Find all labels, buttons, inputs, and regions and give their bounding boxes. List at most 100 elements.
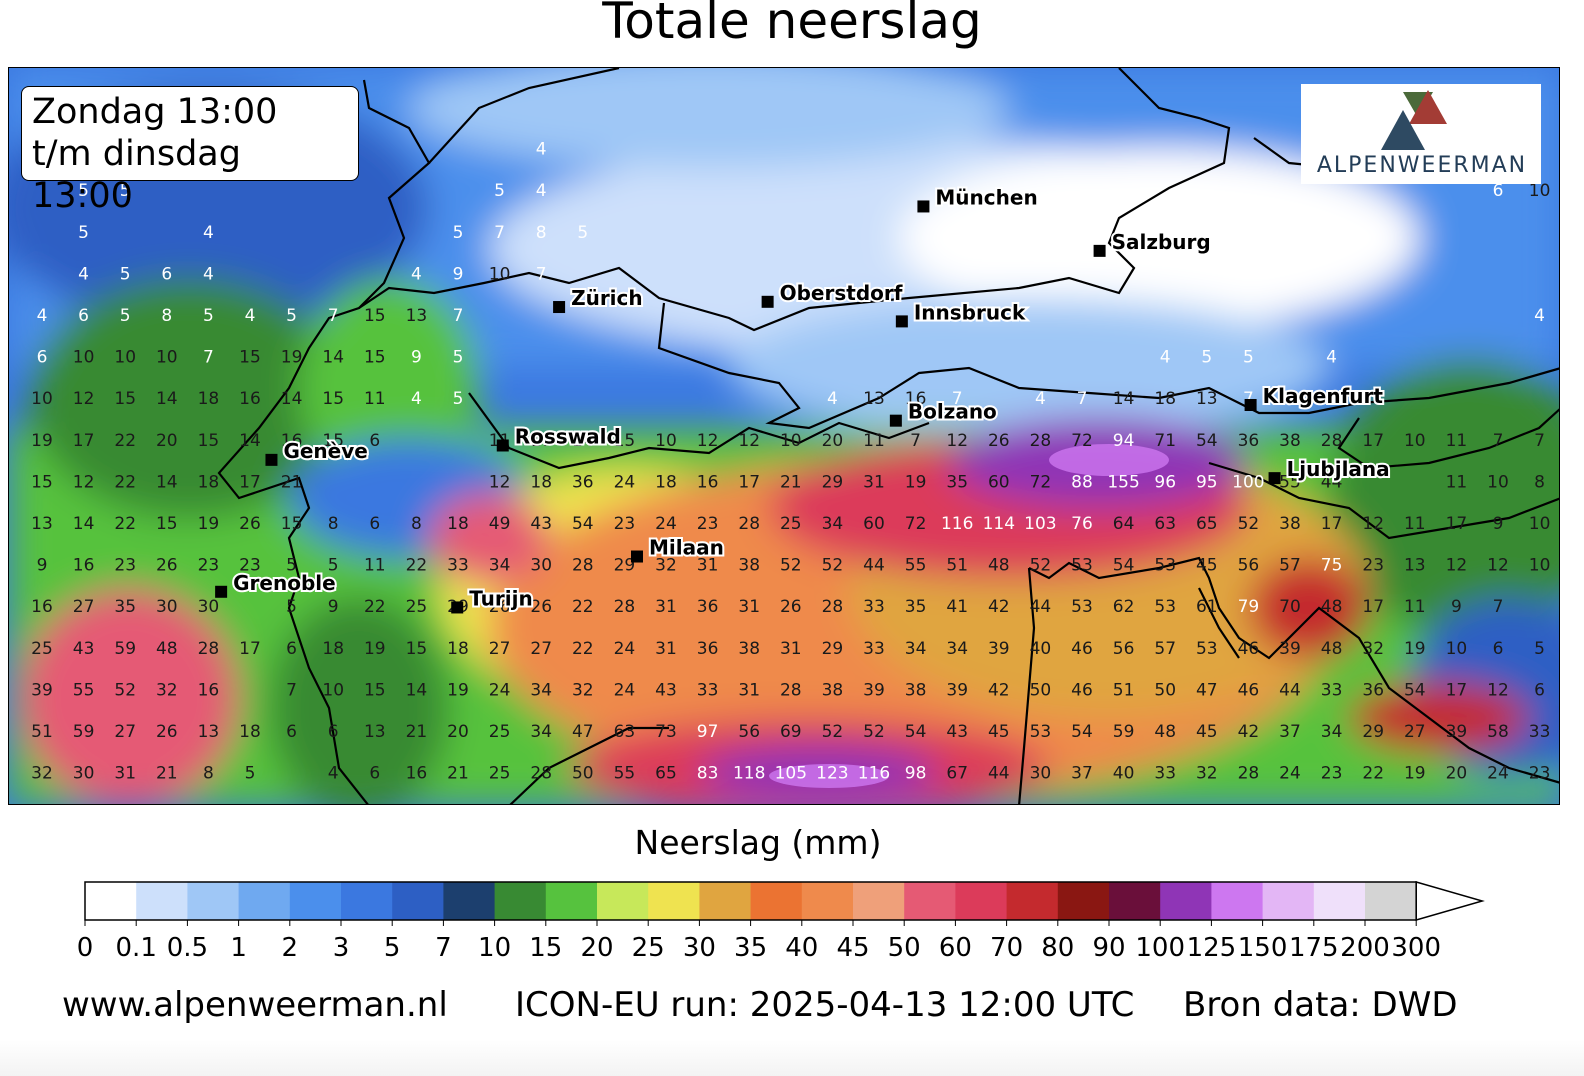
grid-value: 51 xyxy=(31,722,53,742)
grid-value: 27 xyxy=(489,639,511,659)
grid-value: 8 xyxy=(328,514,339,534)
grid-value: 21 xyxy=(156,764,178,784)
grid-value: 55 xyxy=(73,680,95,700)
grid-value: 31 xyxy=(738,680,760,700)
city-label: Oberstdorf xyxy=(780,281,903,305)
grid-value: 10 xyxy=(114,348,136,368)
grid-value: 14 xyxy=(406,680,428,700)
grid-value: 58 xyxy=(1487,722,1509,742)
grid-value: 24 xyxy=(614,680,636,700)
colorbar-swatch xyxy=(289,882,342,920)
grid-value: 16 xyxy=(406,764,428,784)
colorbar-swatch xyxy=(801,882,854,920)
city-label: Innsbruck xyxy=(914,300,1026,324)
grid-value: 59 xyxy=(114,639,136,659)
grid-value: 16 xyxy=(697,472,719,492)
grid-value: 18 xyxy=(198,389,220,409)
grid-value: 4 xyxy=(37,306,48,326)
grid-value: 16 xyxy=(239,389,261,409)
grid-value: 69 xyxy=(780,722,802,742)
grid-value: 21 xyxy=(281,472,303,492)
grid-value: 13 xyxy=(1196,389,1218,409)
grid-value: 43 xyxy=(655,680,677,700)
city-label: Klagenfurt xyxy=(1263,384,1384,408)
grid-value: 62 xyxy=(1113,597,1135,617)
grid-value: 6 xyxy=(369,431,380,451)
alpenweerman-logo: ALPENWEERMAN xyxy=(1301,84,1541,184)
grid-value: 8 xyxy=(1534,472,1545,492)
colorbar-tick-label: 125 xyxy=(1187,933,1237,963)
grid-value: 95 xyxy=(1196,472,1218,492)
grid-value: 18 xyxy=(198,472,220,492)
colorbar-tick-label: 20 xyxy=(580,933,613,963)
grid-value: 10 xyxy=(31,389,53,409)
city-marker xyxy=(265,453,278,466)
colorbar-swatch xyxy=(904,882,956,920)
grid-value: 14 xyxy=(156,389,178,409)
grid-value: 23 xyxy=(114,556,136,576)
grid-value: 44 xyxy=(1279,680,1301,700)
grid-value: 67 xyxy=(946,764,968,784)
grid-value: 28 xyxy=(1238,764,1260,784)
grid-value: 15 xyxy=(198,431,220,451)
grid-value: 32 xyxy=(156,680,178,700)
grid-value: 48 xyxy=(1321,639,1343,659)
grid-value: 10 xyxy=(1529,514,1551,534)
grid-value: 53 xyxy=(1071,556,1093,576)
grid-value: 6 xyxy=(328,722,339,742)
grid-value: 28 xyxy=(572,556,594,576)
grid-value: 13 xyxy=(198,722,220,742)
grid-value: 35 xyxy=(114,597,136,617)
grid-value: 7 xyxy=(286,680,297,700)
grid-value: 4 xyxy=(536,181,547,201)
grid-value: 17 xyxy=(738,472,760,492)
grid-value: 7 xyxy=(494,223,505,243)
grid-value: 31 xyxy=(863,472,885,492)
grid-value: 24 xyxy=(1279,764,1301,784)
grid-value: 17 xyxy=(530,431,552,451)
colorbar-tick-label: 0.5 xyxy=(167,933,208,963)
grid-value: 26 xyxy=(530,597,552,617)
grid-value: 29 xyxy=(822,639,844,659)
grid-value: 63 xyxy=(614,722,636,742)
grid-value: 23 xyxy=(198,556,220,576)
grid-value: 48 xyxy=(1321,597,1343,617)
grid-value: 6 xyxy=(286,639,297,659)
grid-value: 40 xyxy=(1113,764,1135,784)
grid-value: 23 xyxy=(239,556,261,576)
grid-value: 31 xyxy=(655,639,677,659)
colorbar-swatch xyxy=(136,882,188,920)
colorbar-swatch xyxy=(1057,882,1110,920)
grid-value: 17 xyxy=(1446,680,1468,700)
grid-value: 38 xyxy=(1279,431,1301,451)
grid-value: 43 xyxy=(530,514,552,534)
grid-value: 44 xyxy=(988,764,1010,784)
grid-value: 12 xyxy=(489,472,511,492)
grid-value: 19 xyxy=(1404,639,1426,659)
grid-value: 54 xyxy=(1071,722,1093,742)
map-title: Totale neerslag xyxy=(602,0,982,50)
grid-value: 32 xyxy=(655,556,677,576)
colorbar: 0 0.1 0.5 1 2 3 5 7 10 15 20 25 30 35 40 45 50 60 70 80 90 10… xyxy=(77,881,1485,963)
grid-value: 35 xyxy=(905,597,927,617)
grid-value: 54 xyxy=(572,514,594,534)
colorbar-swatch xyxy=(494,882,547,920)
grid-value: 30 xyxy=(73,764,95,784)
grid-value: 45 xyxy=(1196,722,1218,742)
grid-value: 18 xyxy=(447,639,469,659)
grid-value: 28 xyxy=(1030,431,1052,451)
grid-value: 7 xyxy=(203,348,214,368)
grid-value: 28 xyxy=(198,639,220,659)
grid-value: 15 xyxy=(281,514,303,534)
city-label: Grenoble xyxy=(233,571,336,595)
grid-value: 52 xyxy=(822,722,844,742)
colorbar-swatch xyxy=(648,882,700,920)
grid-value: 27 xyxy=(530,639,552,659)
grid-value: 44 xyxy=(863,556,885,576)
grid-value: 54 xyxy=(1196,431,1218,451)
colorbar-tick-label: 300 xyxy=(1391,933,1441,963)
grid-value: 10 xyxy=(1404,431,1426,451)
city-marker xyxy=(889,414,902,427)
colorbar-tick-label: 2 xyxy=(282,933,299,963)
grid-value: 34 xyxy=(1321,722,1343,742)
